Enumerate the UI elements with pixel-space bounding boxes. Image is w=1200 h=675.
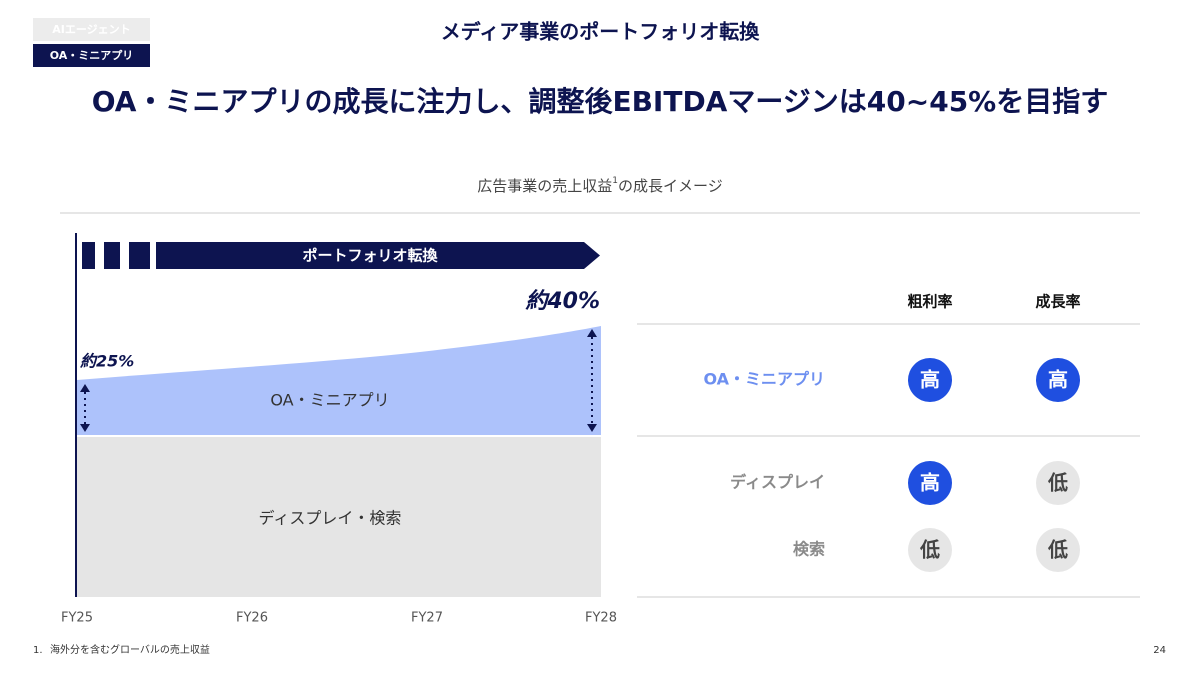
- rating-circle: [908, 461, 952, 505]
- rating-circle: [1036, 358, 1080, 402]
- slide-title: メディア事業のポートフォリオ転換: [441, 20, 761, 44]
- column-header: 成長率: [1035, 293, 1080, 311]
- footnote-number: 1.: [33, 645, 43, 656]
- rating: 低: [1047, 538, 1068, 562]
- footnote-text: 海外分を含むグローバルの売上収益: [50, 643, 210, 656]
- banner-label: ポートフォリオ転換: [302, 247, 438, 265]
- x-label: FY26: [236, 611, 268, 626]
- row-name: OA・ミニアプリ: [703, 370, 825, 389]
- headline: OA・ミニアプリの成長に注力し、調整後EBITDAマージンは40~45%を目指す: [92, 85, 1109, 118]
- rating: 低: [919, 538, 940, 562]
- rating: 高: [920, 471, 940, 495]
- page-number: 24: [1153, 645, 1166, 656]
- banner-arrow: [156, 242, 600, 269]
- area-label: ディスプレイ・検索: [259, 509, 402, 528]
- rating-circle: [908, 528, 952, 572]
- figure-title-main: 広告事業の売上収益: [477, 177, 612, 195]
- row-name: 検索: [793, 540, 825, 559]
- row-name: ディスプレイ: [730, 473, 825, 492]
- rating: 高: [920, 368, 940, 392]
- rating-circle: [1036, 461, 1080, 505]
- rating-circle: [1036, 528, 1080, 572]
- tag: [33, 18, 150, 41]
- tag-label: OA・ミニアプリ: [50, 48, 134, 62]
- x-label: FY27: [411, 611, 443, 626]
- tag: [33, 44, 150, 67]
- x-label: FY28: [585, 611, 617, 626]
- end-label: 約40%: [525, 288, 600, 314]
- rating-circle: [908, 358, 952, 402]
- figure-title: 広告事業の売上収益1の成長イメージ: [477, 176, 722, 195]
- start-label: 約25%: [79, 352, 134, 371]
- figure-title-sup: 1: [612, 176, 618, 186]
- rating: 高: [1048, 368, 1068, 392]
- dotted-arrows: [84, 337, 593, 424]
- banner-block: [82, 242, 95, 269]
- banner-block: [104, 242, 120, 269]
- tag-label: AIエージェント: [52, 23, 130, 36]
- rating: 低: [1047, 471, 1068, 495]
- area-label: OA・ミニアプリ: [270, 391, 389, 410]
- figure-title-suffix: の成長イメージ: [618, 177, 723, 195]
- banner-block: [129, 242, 150, 269]
- display-area: [77, 437, 601, 597]
- column-header: 粗利率: [907, 293, 952, 311]
- oa-area: [77, 326, 601, 435]
- x-label: FY25: [61, 611, 93, 626]
